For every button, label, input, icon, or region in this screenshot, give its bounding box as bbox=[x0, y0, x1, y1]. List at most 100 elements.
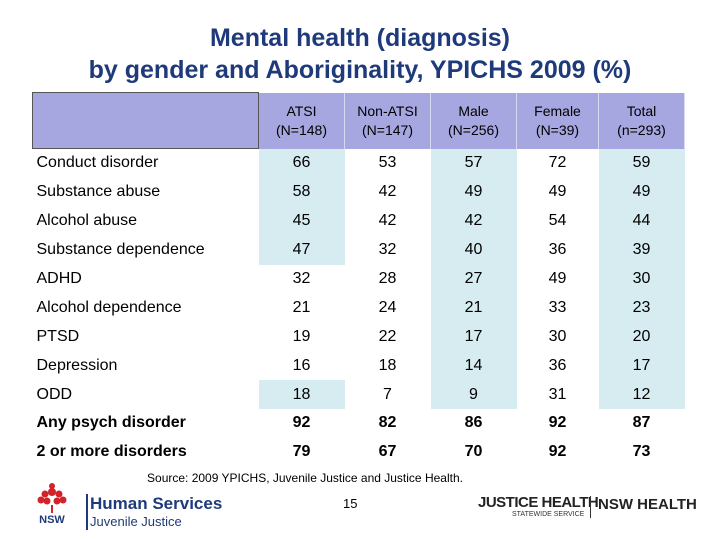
table-cell: 21 bbox=[430, 293, 517, 323]
row-label-conduct-disorder: Conduct disorder bbox=[36, 154, 159, 172]
table-cell: 79 bbox=[292, 443, 311, 461]
table-cell: 44 bbox=[598, 206, 685, 236]
table-header-row: ATSI (N=148) Non-ATSI (N=147) Male (N=25… bbox=[32, 92, 685, 149]
table-cell: 30 bbox=[598, 264, 685, 294]
row-label-2-or-more-disorders: 2 or more disorders bbox=[36, 443, 187, 461]
table-cell: 33 bbox=[548, 298, 567, 316]
column-header-non-atsi: Non-ATSI (N=147) bbox=[344, 92, 431, 149]
row-label-ptsd: PTSD bbox=[36, 327, 80, 345]
table-cell: 54 bbox=[548, 212, 567, 230]
justice-health-label: JUSTICE HEALTH bbox=[478, 494, 599, 511]
row-label-alcohol-abuse: Alcohol abuse bbox=[36, 212, 138, 230]
table-cell: 23 bbox=[598, 293, 685, 323]
table-cell: 53 bbox=[378, 154, 397, 172]
column-header-total: Total (n=293) bbox=[598, 92, 685, 149]
table-cell: 28 bbox=[378, 270, 397, 287]
table-row: Alcohol abuse 45 42 42 54 44 bbox=[33, 206, 685, 236]
table-cell: 18 bbox=[378, 356, 397, 374]
table-cell: 92 bbox=[292, 414, 311, 432]
table-cell: 14 bbox=[430, 351, 517, 381]
logo-separator bbox=[590, 496, 591, 518]
table-cell: 57 bbox=[430, 148, 517, 178]
diagnosis-table: ATSI (N=148) Non-ATSI (N=147) Male (N=25… bbox=[32, 92, 685, 467]
source-note: Source: 2009 YPICHS, Juvenile Justice an… bbox=[147, 471, 463, 485]
title-line-2: by gender and Aboriginality, YPICHS 2009… bbox=[88, 56, 632, 84]
table-cell: 22 bbox=[378, 327, 397, 345]
table-cell: 59 bbox=[598, 148, 685, 178]
table-row: Any psych disorder 92 82 86 92 87 bbox=[33, 409, 685, 438]
table-cell: 82 bbox=[378, 414, 397, 432]
table-cell: 49 bbox=[430, 177, 517, 207]
table-cell: 92 bbox=[548, 443, 567, 461]
nsw-emblem-text: NSW bbox=[39, 514, 65, 526]
column-header-female: Female (N=39) bbox=[516, 92, 599, 149]
table-row: Alcohol dependence 21 24 21 33 23 bbox=[33, 293, 685, 323]
human-services-label: Human Services bbox=[90, 494, 223, 513]
table-row: Substance dependence 47 32 40 36 39 bbox=[33, 235, 685, 265]
table-cell: 73 bbox=[632, 443, 651, 461]
table-cell: 42 bbox=[378, 183, 397, 201]
table-cell: 20 bbox=[598, 322, 685, 352]
table-cell: 72 bbox=[548, 154, 567, 172]
table-cell: 45 bbox=[258, 206, 345, 236]
table-cell: 49 bbox=[548, 270, 567, 287]
table-cell: 67 bbox=[378, 443, 397, 461]
table-cell: 30 bbox=[548, 327, 567, 345]
table-cell: 27 bbox=[430, 264, 517, 294]
table-body: Conduct disorder 66 53 57 72 59 Substance abus… bbox=[33, 148, 685, 467]
table-cell: 70 bbox=[464, 443, 483, 461]
header-corner-cell bbox=[32, 92, 259, 149]
juvenile-justice-label: Juvenile Justice bbox=[90, 514, 182, 529]
table-cell: 36 bbox=[548, 356, 567, 374]
table-cell: 49 bbox=[598, 177, 685, 207]
table-row: Conduct disorder 66 53 57 72 59 bbox=[33, 148, 685, 178]
table-cell: 17 bbox=[430, 322, 517, 352]
table-cell: 42 bbox=[378, 212, 397, 230]
table-cell: 87 bbox=[632, 414, 651, 432]
table-cell: 40 bbox=[430, 235, 517, 265]
table-cell: 39 bbox=[598, 235, 685, 265]
table-cell: 31 bbox=[548, 385, 567, 403]
table-cell: 36 bbox=[548, 241, 567, 259]
table-cell: 86 bbox=[464, 414, 483, 432]
row-label-substance-dependence: Substance dependence bbox=[36, 241, 205, 259]
table-cell: 32 bbox=[378, 241, 397, 259]
table-row: PTSD 19 22 17 30 20 bbox=[33, 322, 685, 352]
column-header-atsi: ATSI (N=148) bbox=[258, 92, 345, 149]
table-row: 2 or more disorders 79 67 70 92 73 bbox=[33, 438, 685, 467]
page-title: Mental health (diagnosis) by gender and … bbox=[0, 22, 720, 86]
table-row: ADHD 32 28 27 49 30 bbox=[33, 264, 685, 294]
nsw-health-label: NSW HEALTH bbox=[598, 496, 697, 513]
page-number: 15 bbox=[343, 496, 358, 511]
table-cell: 18 bbox=[258, 380, 345, 410]
table-cell: 16 bbox=[292, 356, 311, 374]
row-label-odd: ODD bbox=[36, 385, 73, 403]
table-cell: 21 bbox=[292, 298, 311, 316]
table-cell: 42 bbox=[430, 206, 517, 236]
table-cell: 19 bbox=[292, 327, 311, 345]
human-services-divider bbox=[86, 494, 88, 530]
table-cell: 24 bbox=[378, 298, 397, 316]
row-label-alcohol-dependence: Alcohol dependence bbox=[36, 298, 182, 316]
table-row: Substance abuse 58 42 49 49 49 bbox=[33, 177, 685, 207]
statewide-service-label: STATEWIDE SERVICE bbox=[512, 511, 585, 518]
table-cell: 17 bbox=[598, 351, 685, 381]
table-cell: 47 bbox=[258, 235, 345, 265]
row-label-depression: Depression bbox=[36, 356, 118, 374]
table-cell: 9 bbox=[430, 380, 517, 410]
row-label-any-psych-disorder: Any psych disorder bbox=[36, 414, 186, 432]
table-cell: 49 bbox=[548, 183, 567, 201]
title-line-1: Mental health (diagnosis) bbox=[209, 24, 511, 52]
table-row: Depression 16 18 14 36 17 bbox=[33, 351, 685, 381]
table-cell: 92 bbox=[548, 414, 567, 432]
table-cell: 12 bbox=[598, 380, 685, 410]
row-label-adhd: ADHD bbox=[36, 270, 82, 287]
table-cell: 32 bbox=[292, 270, 311, 287]
table-cell: 58 bbox=[258, 177, 345, 207]
row-label-substance-abuse: Substance abuse bbox=[36, 183, 161, 201]
column-header-male: Male (N=256) bbox=[430, 92, 517, 149]
table-cell: 7 bbox=[383, 385, 392, 403]
table-cell: 66 bbox=[258, 148, 345, 178]
table-row: ODD 18 7 9 31 12 bbox=[33, 380, 685, 410]
nsw-waratah-logo: NSW bbox=[37, 483, 67, 526]
